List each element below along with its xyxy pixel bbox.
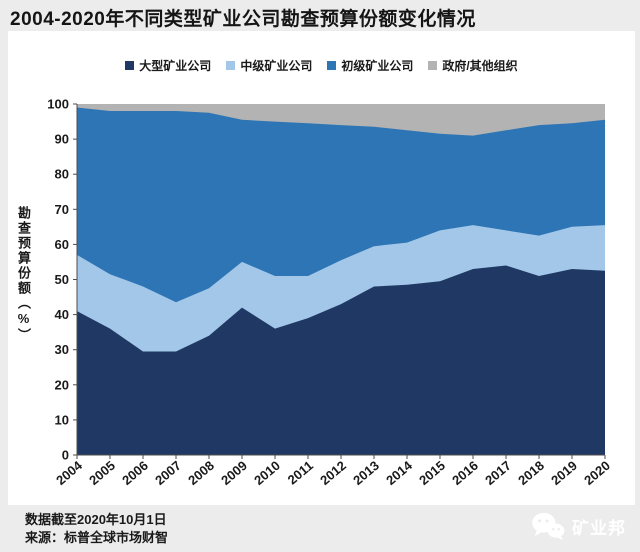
legend-swatch	[428, 61, 438, 70]
y-tick-label: 10	[55, 412, 69, 427]
legend-item-major: 大型矿业公司	[125, 57, 211, 74]
x-tick-label: 2005	[86, 458, 118, 488]
brand-watermark: 矿业邦	[531, 512, 626, 540]
x-tick-label: 2017	[482, 458, 514, 488]
y-axis-title: 勘查预算份额（%）	[16, 206, 31, 343]
chart-panel: 大型矿业公司 中级矿业公司 初级矿业公司 政府/其他组织 0 10 20 30 40 50 60 7…	[8, 31, 635, 505]
x-tick-label: 2008	[185, 458, 217, 488]
x-tick-label: 2018	[515, 458, 547, 488]
y-tick-label: 20	[55, 377, 69, 392]
x-tick-label: 2019	[548, 458, 580, 488]
y-tick-label: 50	[55, 272, 69, 287]
data-source-note: 来源：标普全球市场财智	[25, 530, 169, 545]
x-tick-label: 2013	[350, 458, 382, 488]
x-tick-label: 2006	[119, 458, 151, 488]
legend-item-government: 政府/其他组织	[428, 57, 518, 74]
x-tick-label: 2015	[416, 458, 448, 488]
page-title: 2004-2020年不同类型矿业公司勘查预算份额变化情况	[10, 9, 476, 30]
x-tick-label: 2014	[383, 457, 415, 488]
x-tick-label: 2012	[317, 458, 349, 488]
legend-swatch	[327, 61, 337, 70]
y-tick-label: 90	[55, 132, 69, 147]
y-tick-label: 0	[62, 448, 69, 463]
y-tick-label: 70	[55, 202, 69, 217]
legend-swatch	[226, 61, 236, 70]
legend-label: 大型矿业公司	[139, 59, 212, 73]
x-tick-label: 2016	[449, 458, 481, 488]
y-tick-label: 30	[55, 342, 69, 357]
x-tick-label: 2011	[285, 458, 316, 488]
data-cutoff-note: 数据截至2020年10月1日	[25, 512, 167, 527]
area-major-companies	[77, 265, 605, 455]
x-tick-label: 2004	[53, 457, 85, 488]
y-tick-label: 40	[55, 307, 69, 322]
brand-name: 矿业邦	[572, 518, 626, 538]
legend-label: 中级矿业公司	[240, 59, 313, 73]
y-tick-label: 60	[55, 237, 69, 252]
x-tick-label: 2009	[218, 458, 250, 488]
legend-item-junior: 初级矿业公司	[327, 57, 413, 74]
x-tick-label: 2010	[251, 458, 283, 488]
y-tick-label: 80	[55, 167, 69, 182]
x-tick-label: 2020	[581, 458, 613, 488]
y-tick-label: 100	[47, 97, 69, 112]
legend-item-intermediate: 中级矿业公司	[226, 57, 312, 74]
chart-legend: 大型矿业公司 中级矿业公司 初级矿业公司 政府/其他组织	[8, 57, 635, 74]
legend-label: 政府/其他组织	[442, 59, 518, 73]
legend-swatch	[125, 61, 135, 70]
wechat-icon	[532, 512, 565, 540]
legend-label: 初级矿业公司	[341, 59, 414, 73]
x-tick-label: 2007	[152, 458, 184, 488]
